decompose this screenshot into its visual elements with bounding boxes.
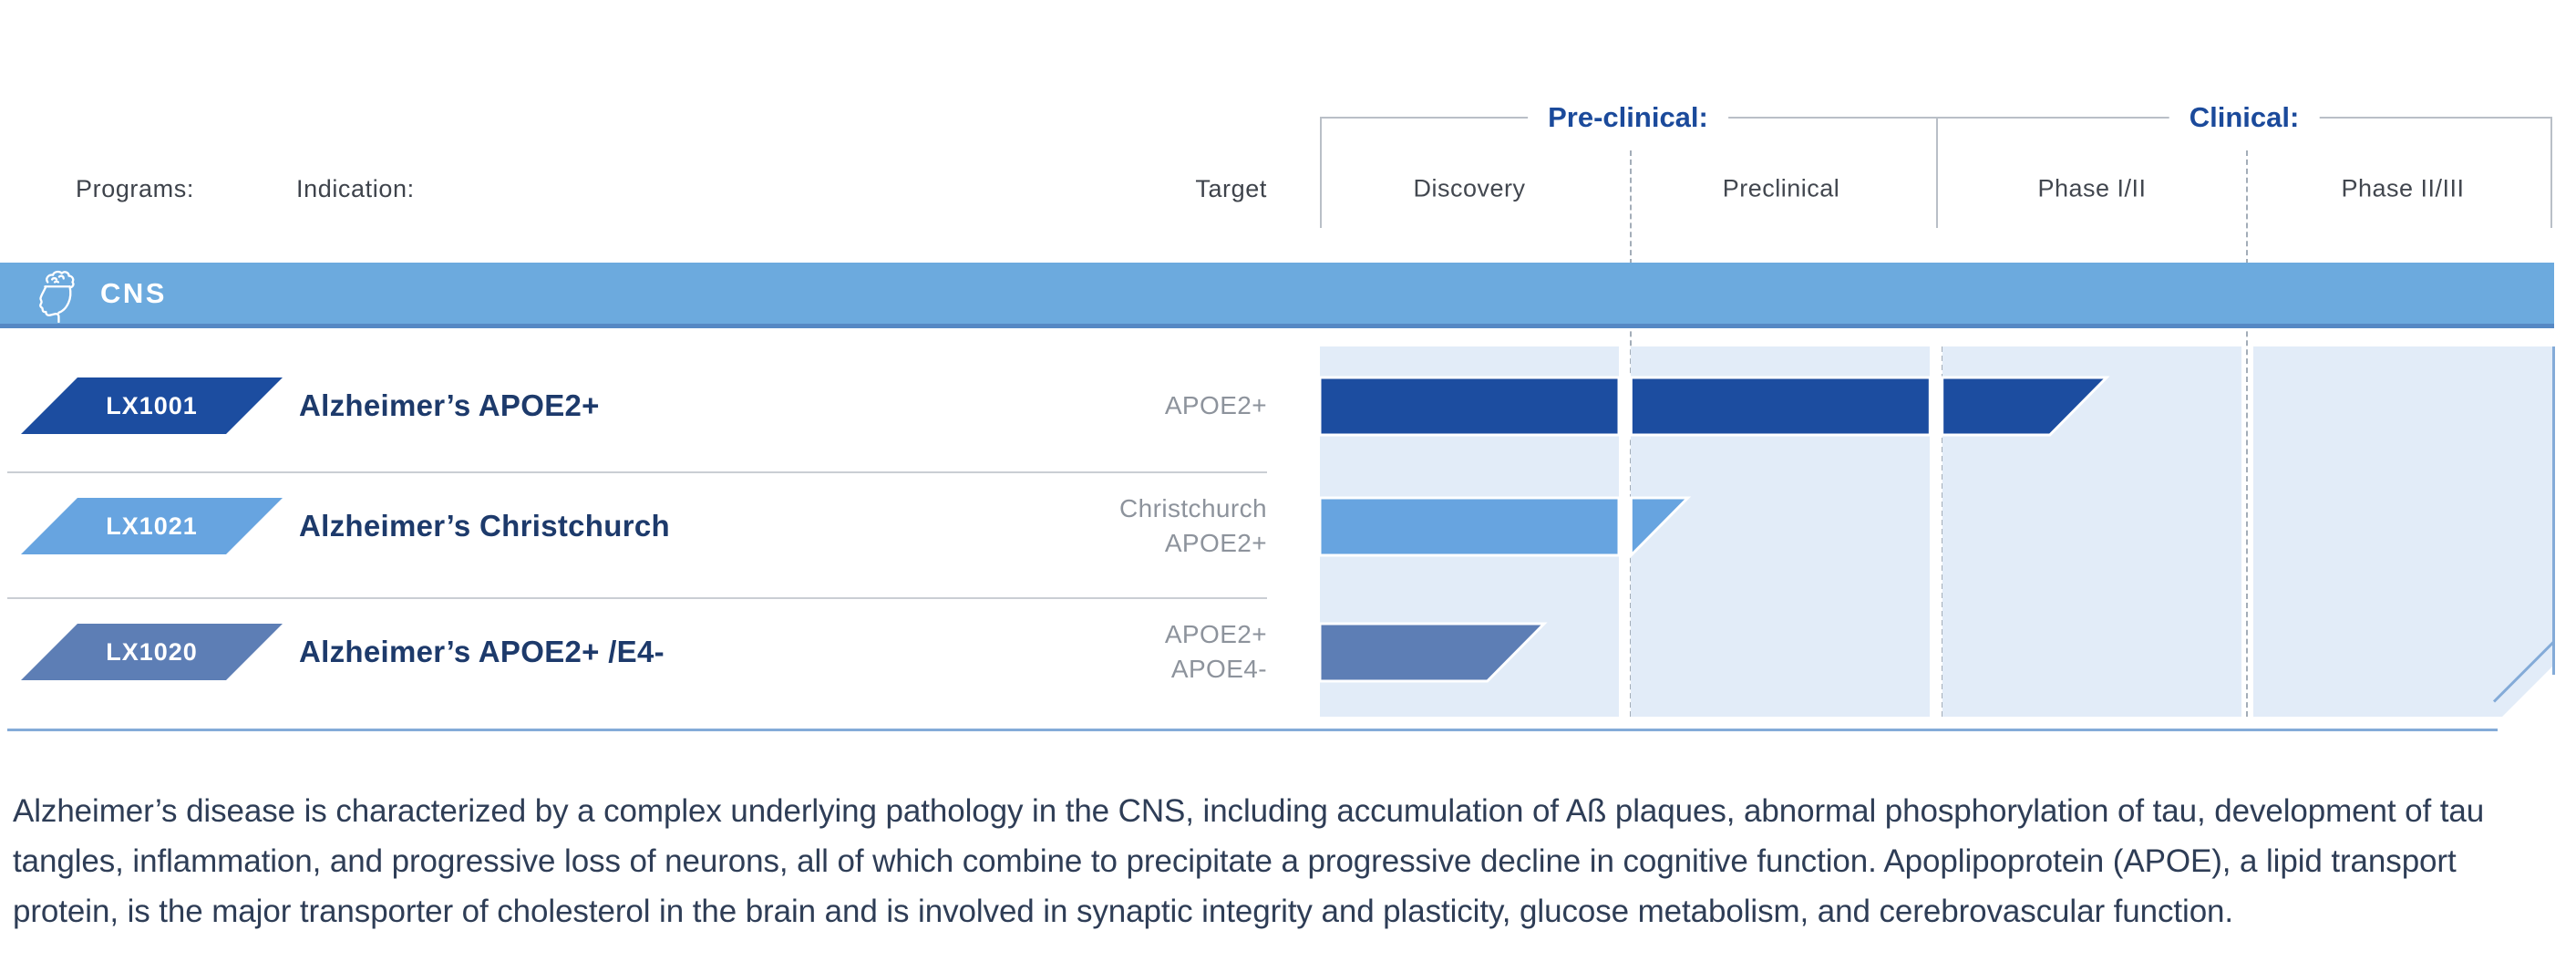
chart-right-border bbox=[2552, 346, 2555, 675]
clinical-group-label: Clinical: bbox=[2169, 101, 2320, 134]
target-line: APOE2+ bbox=[1164, 391, 1267, 419]
program-badge-lx1020: LX1020 bbox=[21, 624, 283, 680]
disease-description: Alzheimer’s disease is characterized by … bbox=[13, 793, 2485, 929]
chart-bottom-border bbox=[7, 729, 2498, 731]
bracket-tick-left bbox=[1320, 117, 1322, 228]
bracket-tick-middle bbox=[1936, 117, 1938, 228]
phase-label-preclinical: Preclinical bbox=[1722, 174, 1840, 202]
program-indication: Alzheimer’s Christchurch bbox=[299, 509, 670, 543]
indication-column-header: Indication: bbox=[296, 175, 415, 202]
track-column-phase-ii-iii bbox=[2253, 346, 2552, 717]
preclinical-group-label: Pre-clinical: bbox=[1528, 101, 1728, 134]
program-badge-lx1001: LX1001 bbox=[21, 377, 283, 434]
program-code: LX1001 bbox=[106, 391, 198, 419]
category-banner-cns: CNS bbox=[0, 263, 2554, 328]
row-separator bbox=[7, 471, 1267, 473]
program-target: Christchurch APOE2+ bbox=[912, 491, 1267, 561]
phase-label-phase-i-ii: Phase I/II bbox=[2037, 174, 2147, 202]
dashed-separator-3 bbox=[2246, 150, 2248, 717]
program-target: APOE2+ bbox=[912, 388, 1267, 423]
target-line: APOE2+ bbox=[1164, 620, 1267, 648]
progress-bar-lx1001 bbox=[1318, 376, 2110, 437]
progress-bar-lx1021 bbox=[1318, 496, 1692, 559]
target-line: APOE4- bbox=[1170, 655, 1267, 683]
category-name: CNS bbox=[100, 276, 167, 309]
phase-label-phase-ii-iii: Phase II/III bbox=[2341, 174, 2465, 202]
phase-label-discovery: Discovery bbox=[1413, 174, 1526, 202]
target-line: APOE2+ bbox=[1164, 529, 1267, 557]
program-code: LX1020 bbox=[106, 637, 198, 666]
program-badge-lx1021: LX1021 bbox=[21, 498, 283, 554]
program-code: LX1021 bbox=[106, 512, 198, 540]
target-column-header: Target bbox=[1195, 175, 1267, 202]
programs-column-header: Programs: bbox=[76, 175, 194, 202]
progress-bar-lx1020 bbox=[1318, 622, 1548, 683]
target-line: Christchurch bbox=[1119, 494, 1267, 522]
program-indication: Alzheimer’s APOE2+ bbox=[299, 388, 600, 422]
head-brain-icon bbox=[33, 264, 80, 323]
row-separator bbox=[7, 597, 1267, 599]
program-target: APOE2+ APOE4- bbox=[912, 617, 1267, 687]
program-indication: Alzheimer’s APOE2+ /E4- bbox=[299, 635, 665, 668]
bracket-tick-right bbox=[2550, 117, 2552, 228]
